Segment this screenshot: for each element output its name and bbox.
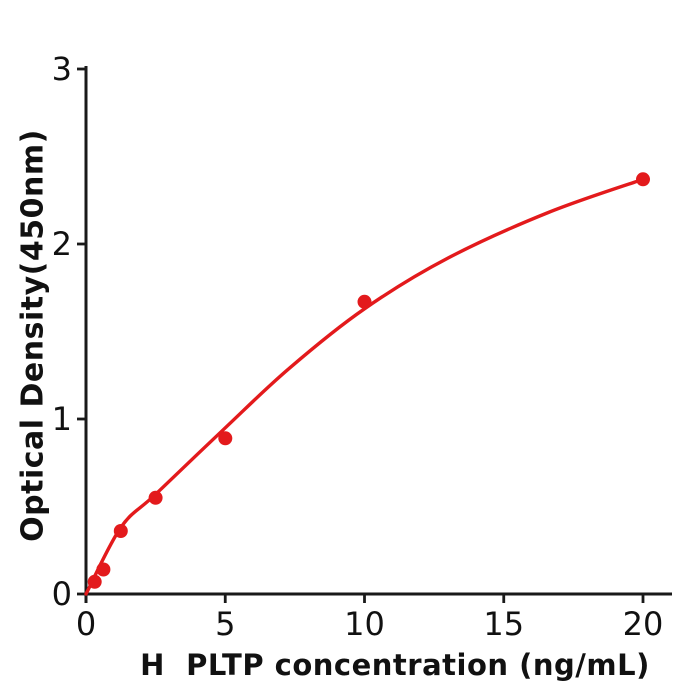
data-point [636, 172, 650, 187]
y-tick-label: 1 [52, 400, 72, 438]
y-axis-title: Optical Density(450nm) [15, 129, 51, 542]
x-tick-label: 5 [215, 605, 235, 643]
fit-curve-line [84, 177, 645, 596]
x-axis-title: H PLTP concentration (ng/mL) [140, 648, 650, 682]
x-tick-label: 10 [344, 605, 385, 643]
y-axis-ticks: 0 1 2 3 [52, 50, 86, 613]
axes [84, 66, 672, 603]
data-point [87, 574, 102, 589]
y-tick-label: 3 [52, 50, 72, 88]
data-point [357, 294, 372, 309]
data-point [218, 431, 233, 446]
data-point [96, 562, 111, 577]
data-point [148, 490, 163, 505]
y-tick-label: 0 [52, 575, 72, 613]
x-tick-label: 15 [483, 605, 524, 643]
x-axis-ticks: 0 5 10 15 20 [76, 594, 664, 643]
y-tick-label: 2 [52, 225, 72, 263]
data-point [113, 524, 128, 538]
x-tick-label: 0 [76, 605, 96, 643]
data-points [87, 172, 650, 589]
x-tick-label: 20 [623, 605, 664, 643]
